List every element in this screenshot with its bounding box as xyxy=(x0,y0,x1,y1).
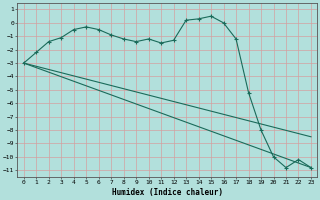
X-axis label: Humidex (Indice chaleur): Humidex (Indice chaleur) xyxy=(112,188,223,197)
